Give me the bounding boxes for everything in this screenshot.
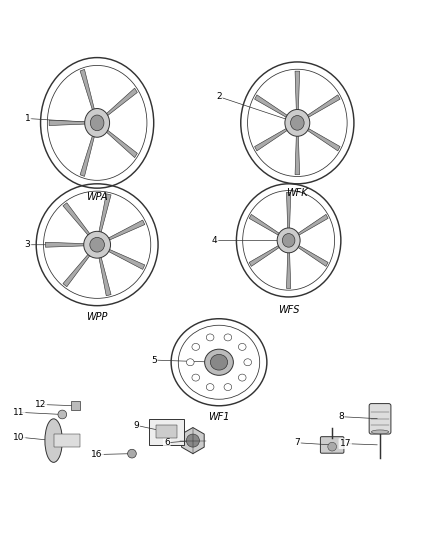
Ellipse shape — [85, 109, 110, 137]
Text: 7: 7 — [294, 438, 300, 447]
Text: 2: 2 — [216, 92, 222, 101]
Text: 12: 12 — [35, 400, 46, 409]
Ellipse shape — [224, 334, 232, 341]
Polygon shape — [98, 252, 111, 296]
Polygon shape — [249, 243, 283, 266]
Polygon shape — [303, 95, 340, 120]
Polygon shape — [102, 127, 138, 158]
Text: WPA: WPA — [86, 192, 108, 202]
Text: 9: 9 — [134, 421, 139, 430]
Text: WPP: WPP — [86, 312, 108, 321]
Ellipse shape — [285, 109, 310, 136]
Ellipse shape — [187, 359, 194, 366]
Polygon shape — [80, 131, 96, 176]
FancyBboxPatch shape — [321, 437, 344, 453]
Bar — [53, 434, 80, 447]
Polygon shape — [295, 131, 300, 175]
Ellipse shape — [244, 359, 251, 366]
Text: WFS: WFS — [278, 305, 300, 315]
Polygon shape — [303, 126, 340, 151]
Polygon shape — [254, 95, 291, 120]
Ellipse shape — [84, 231, 110, 258]
Text: 5: 5 — [151, 356, 157, 365]
Ellipse shape — [210, 354, 228, 370]
Ellipse shape — [224, 384, 232, 391]
Ellipse shape — [371, 430, 389, 434]
Polygon shape — [80, 69, 96, 115]
Text: 4: 4 — [212, 236, 217, 245]
Ellipse shape — [328, 442, 336, 451]
Polygon shape — [63, 203, 93, 239]
Ellipse shape — [238, 343, 246, 350]
Text: WF1: WF1 — [208, 411, 230, 422]
Polygon shape — [104, 220, 145, 242]
Text: WFK: WFK — [286, 188, 308, 198]
Text: 10: 10 — [13, 433, 25, 442]
Polygon shape — [49, 120, 90, 126]
Text: 1: 1 — [25, 114, 30, 123]
Ellipse shape — [290, 116, 304, 130]
FancyBboxPatch shape — [369, 403, 391, 434]
Polygon shape — [294, 243, 328, 266]
Polygon shape — [98, 194, 111, 237]
Polygon shape — [63, 251, 93, 287]
Ellipse shape — [127, 449, 136, 458]
Ellipse shape — [45, 419, 62, 462]
Bar — [71, 401, 80, 410]
Text: 3: 3 — [25, 240, 30, 249]
Polygon shape — [295, 71, 300, 115]
Ellipse shape — [58, 410, 67, 419]
Polygon shape — [182, 427, 204, 454]
Ellipse shape — [186, 434, 199, 447]
Bar — [156, 425, 177, 439]
Polygon shape — [286, 192, 291, 233]
Polygon shape — [104, 247, 145, 269]
Polygon shape — [249, 214, 283, 238]
Ellipse shape — [205, 349, 233, 375]
Ellipse shape — [238, 374, 246, 381]
Ellipse shape — [206, 334, 214, 341]
Ellipse shape — [90, 115, 104, 131]
Ellipse shape — [283, 233, 295, 247]
Polygon shape — [102, 88, 138, 119]
Text: 16: 16 — [92, 450, 103, 459]
Ellipse shape — [192, 374, 200, 381]
Polygon shape — [254, 126, 291, 151]
Text: 6: 6 — [164, 438, 170, 447]
Polygon shape — [286, 248, 291, 288]
Ellipse shape — [206, 384, 214, 391]
Ellipse shape — [192, 343, 200, 350]
Ellipse shape — [90, 237, 104, 252]
Text: 17: 17 — [339, 439, 351, 448]
Text: 8: 8 — [338, 412, 344, 421]
Polygon shape — [294, 214, 328, 238]
Text: 11: 11 — [13, 408, 25, 417]
Polygon shape — [46, 243, 89, 247]
Ellipse shape — [277, 228, 300, 253]
Bar — [149, 419, 184, 445]
